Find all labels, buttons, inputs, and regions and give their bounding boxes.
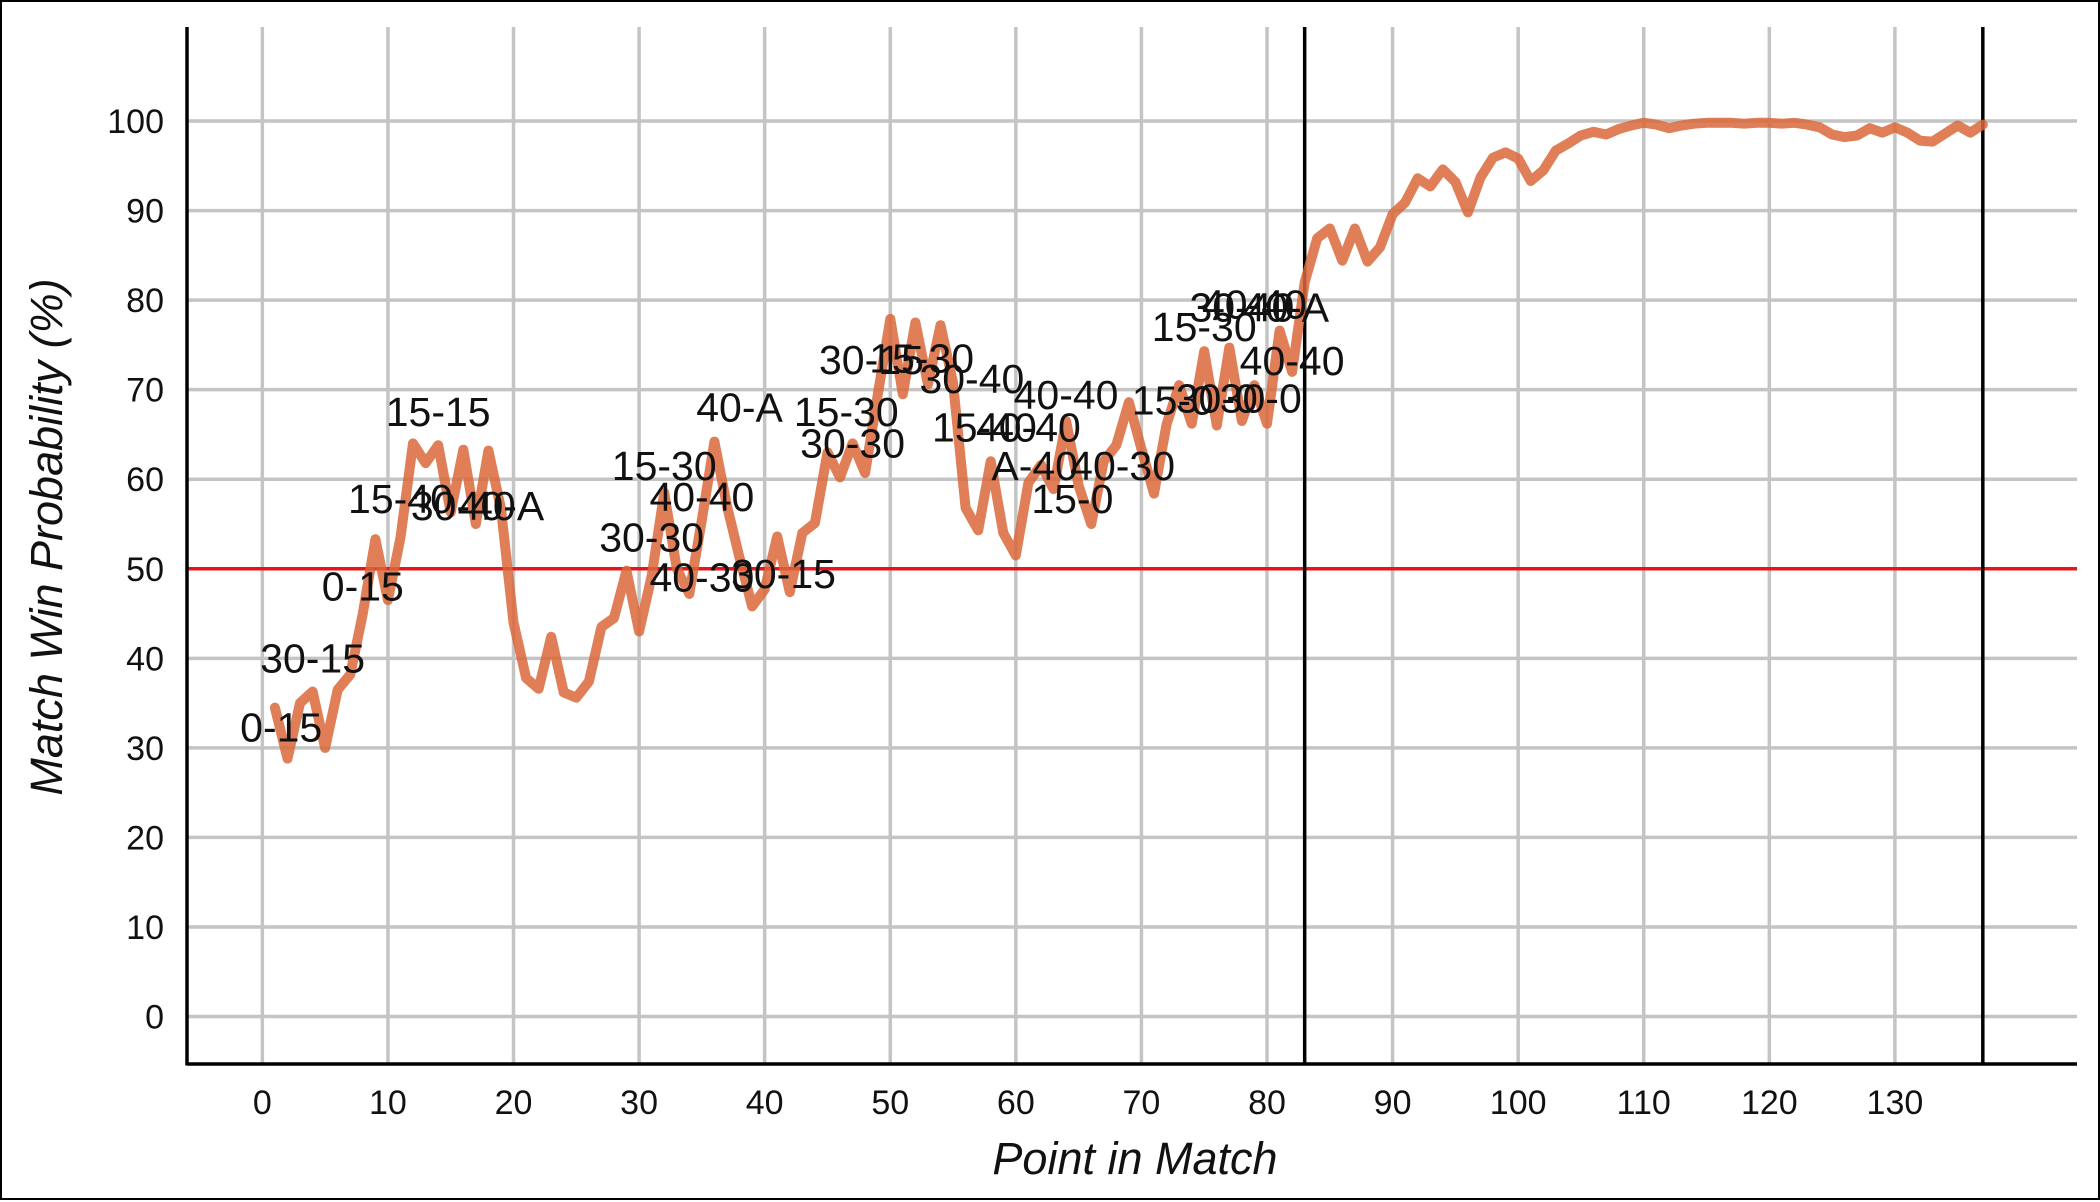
score-annotation: 15-40	[932, 404, 1037, 450]
score-annotation: 15-40	[348, 476, 453, 522]
score-annotation: 15-30	[794, 389, 899, 435]
x-axis-title: Point in Match	[992, 1133, 1277, 1184]
score-annotation: 0-15	[240, 704, 322, 750]
x-tick-label: 110	[1617, 1084, 1671, 1122]
x-tick-label: 50	[871, 1084, 909, 1122]
x-tick-label: 30	[620, 1084, 658, 1122]
y-tick-label: 10	[126, 909, 164, 947]
x-tick-label: 0	[253, 1084, 272, 1122]
score-annotation: 40-40	[1202, 282, 1307, 328]
score-annotation: 15-0	[1031, 476, 1113, 522]
score-annotation: 40-30	[1070, 443, 1175, 489]
series-layer	[269, 117, 1988, 764]
x-tick-label: 130	[1867, 1084, 1924, 1122]
y-tick-label: 50	[126, 551, 164, 589]
y-tick-label: 20	[126, 819, 164, 857]
score-annotation: 40-40	[1014, 372, 1119, 418]
y-tick-label: 30	[126, 730, 164, 768]
y-tick-label: 40	[126, 640, 164, 678]
y-tick-label: 80	[126, 282, 164, 320]
score-annotation: 30-40	[411, 483, 516, 529]
y-tick-label: 60	[126, 461, 164, 499]
axes	[185, 27, 2077, 1066]
score-annotation: 40-30	[649, 555, 754, 601]
x-tick-label: 80	[1248, 1084, 1286, 1122]
x-tick-label: 120	[1741, 1084, 1798, 1122]
score-annotation: 40-40	[1240, 338, 1345, 384]
score-annotation: 40-40	[976, 404, 1081, 450]
score-annotation: 0-15	[322, 564, 404, 610]
x-tick-label: 20	[495, 1084, 533, 1122]
grid	[187, 27, 2077, 1064]
score-annotation: 15-0	[1132, 377, 1214, 423]
score-annotation: 15-30	[612, 443, 717, 489]
score-annotation: 40-A	[458, 483, 545, 529]
x-tick-label: 10	[369, 1084, 407, 1122]
score-annotation: 30-15	[819, 337, 924, 383]
y-tick-label: 90	[126, 193, 164, 231]
score-annotation: 30-40	[919, 356, 1024, 402]
x-tick-label: 100	[1490, 1084, 1547, 1122]
x-tick-label: 70	[1123, 1084, 1161, 1122]
y-tick-label: 0	[145, 999, 164, 1037]
score-annotation: 30-15	[731, 551, 836, 597]
score-annotation: A-40	[991, 443, 1078, 489]
score-annotation: 30-0	[1220, 376, 1302, 422]
score-annotation: 15-30	[869, 335, 974, 381]
score-annotation: 40-A	[696, 385, 783, 431]
score-annotation: 30-15	[260, 635, 365, 681]
y-tick-label: 70	[126, 372, 164, 410]
score-annotation: 30-30	[599, 514, 704, 560]
score-annotation: 30-0	[1176, 376, 1258, 422]
series-line	[269, 117, 1988, 764]
y-axis-title: Match Win Probability (%)	[21, 278, 72, 795]
score-annotation: 40-A	[1243, 284, 1330, 330]
score-annotation: 15-30	[1152, 304, 1257, 350]
score-annotation: 30-40	[1189, 284, 1294, 330]
x-tick-label: 90	[1374, 1084, 1412, 1122]
score-annotation: 15-15	[386, 389, 491, 435]
reference-lines	[187, 27, 2077, 1064]
score-annotation: 30-30	[800, 420, 905, 466]
tick-labels: 0 10 20 30 40 50 60 70 80 90 100 110 120 130 0 10 20 30 40…	[107, 103, 1923, 1122]
score-annotations: 0-1530-150-1515-4015-1530-4040-A15-3040-…	[240, 282, 1344, 751]
x-tick-label: 40	[746, 1084, 784, 1122]
x-tick-label: 60	[997, 1084, 1035, 1122]
y-tick-label: 100	[107, 103, 164, 141]
score-annotation: 40-40	[649, 474, 754, 520]
